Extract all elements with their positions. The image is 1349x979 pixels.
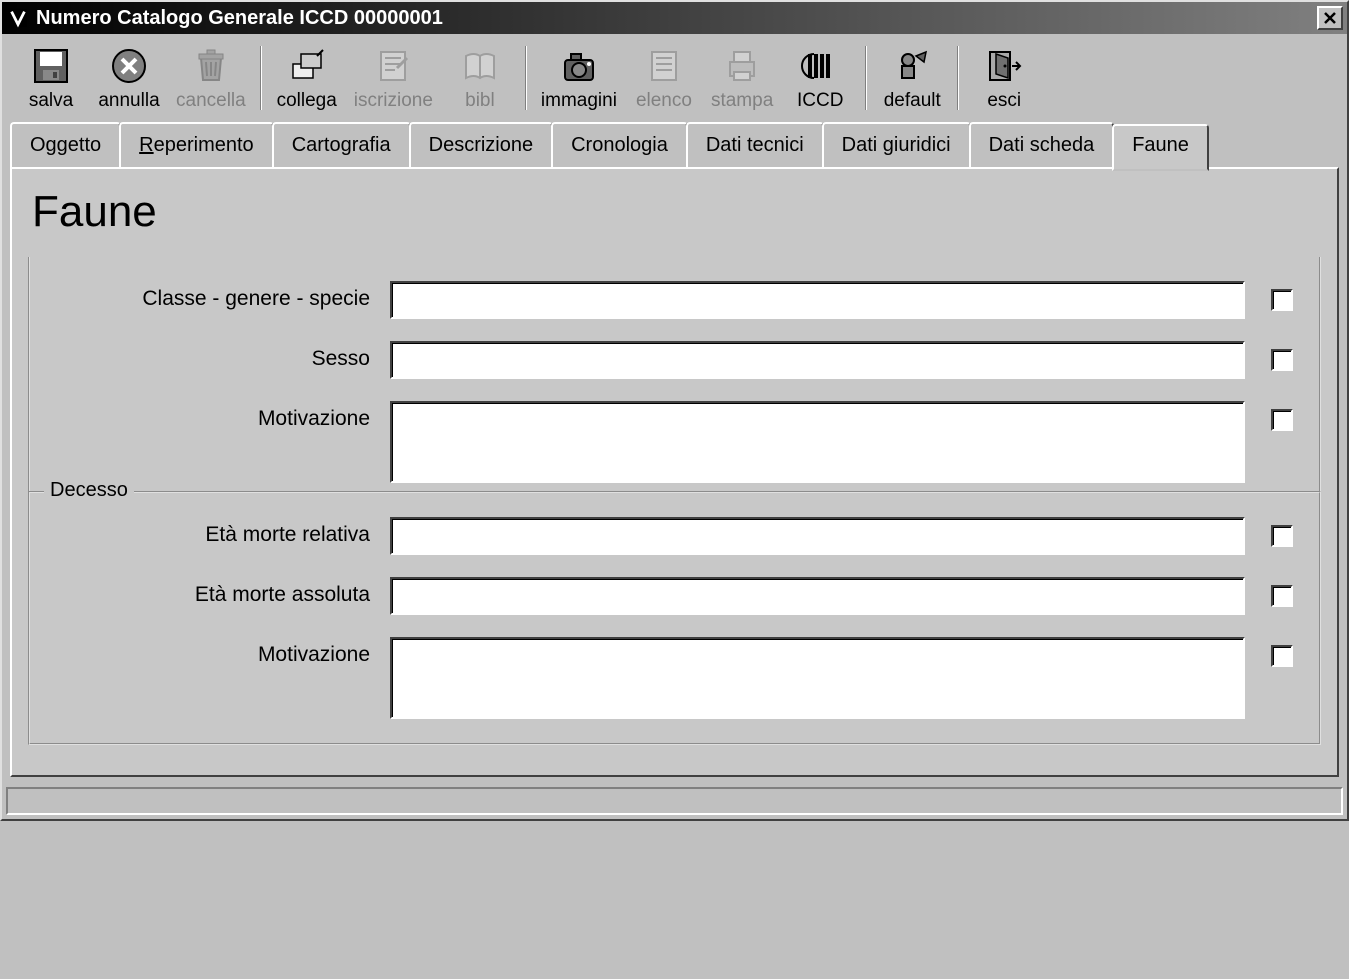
bibl-button: bibl	[441, 42, 519, 114]
tab-cartografia[interactable]: Cartografia	[272, 122, 411, 169]
book-icon	[460, 46, 500, 86]
tab-cronologia[interactable]: Cronologia	[551, 122, 688, 169]
label-eta_rel: Età morte relativa	[50, 517, 390, 547]
form-row-eta_abs: Età morte assoluta	[50, 577, 1299, 615]
form-row-motivazione2: Motivazione	[50, 637, 1299, 719]
trash-icon	[191, 46, 231, 86]
cancella-button: cancella	[168, 42, 254, 114]
toolbar-button-label: elenco	[636, 90, 692, 112]
toolbar-button-label: cancella	[176, 90, 246, 112]
camera-icon	[559, 46, 599, 86]
window-close-button[interactable]	[1317, 6, 1343, 30]
toolbar-separator	[260, 46, 262, 110]
stampa-button: stampa	[703, 42, 781, 114]
toolbar-separator	[525, 46, 527, 110]
tab-strip: OggettoReperimentoCartografiaDescrizione…	[2, 120, 1347, 169]
checkbox-eta_rel[interactable]	[1271, 525, 1293, 547]
toolbar-button-label: default	[884, 90, 941, 112]
titlebar: Numero Catalogo Generale ICCD 00000001	[2, 2, 1347, 34]
input-eta_abs[interactable]	[390, 577, 1245, 615]
esci-button[interactable]: esci	[965, 42, 1043, 114]
toolbar-separator	[957, 46, 959, 110]
tab-dati-tecnici[interactable]: Dati tecnici	[686, 122, 824, 169]
form-row-sesso: Sesso	[50, 341, 1299, 379]
iscrizione-button: iscrizione	[346, 42, 441, 114]
form-row-classe: Classe - genere - specie	[50, 281, 1299, 319]
label-classe: Classe - genere - specie	[50, 281, 390, 311]
note-icon	[373, 46, 413, 86]
label-motivazione2: Motivazione	[50, 637, 390, 667]
window-title: Numero Catalogo Generale ICCD 00000001	[36, 7, 1317, 30]
elenco-button: elenco	[625, 42, 703, 114]
save-icon	[31, 46, 71, 86]
salva-button[interactable]: salva	[12, 42, 90, 114]
form-row-motivazione: Motivazione	[50, 401, 1299, 483]
checkbox-motivazione2[interactable]	[1271, 645, 1293, 667]
input-motivazione2[interactable]	[390, 637, 1245, 719]
exit-icon	[984, 46, 1024, 86]
app-icon	[6, 6, 30, 30]
toolbar-button-label: salva	[29, 90, 73, 112]
input-sesso[interactable]	[390, 341, 1245, 379]
toolbar-button-label: stampa	[711, 90, 773, 112]
toolbar-button-label: bibl	[465, 90, 495, 112]
form-row-eta_rel: Età morte relativa	[50, 517, 1299, 555]
default-icon	[892, 46, 932, 86]
default-button[interactable]: default	[873, 42, 951, 114]
toolbar-button-label: iscrizione	[354, 90, 433, 112]
input-eta_rel[interactable]	[390, 517, 1245, 555]
link-icon	[287, 46, 327, 86]
tab-faune[interactable]: Faune	[1112, 124, 1209, 171]
collega-button[interactable]: collega	[268, 42, 346, 114]
tab-panel-faune: Faune Classe - genere - specie Sesso Motiv…	[10, 167, 1339, 777]
tab-dati-giuridici[interactable]: Dati giuridici	[822, 122, 971, 169]
cancel-icon	[109, 46, 149, 86]
fieldset-decesso: Decesso Età morte relativaEtà morte asso…	[28, 491, 1321, 745]
tab-oggetto[interactable]: Oggetto	[10, 122, 121, 169]
toolbar-button-label: esci	[987, 90, 1021, 112]
toolbar-button-label: collega	[277, 90, 337, 112]
toolbar-button-label: immagini	[541, 90, 617, 112]
toolbar-button-label: ICCD	[797, 90, 843, 112]
toolbar-separator	[865, 46, 867, 110]
annulla-button[interactable]: annulla	[90, 42, 168, 114]
ICCD-button[interactable]: ICCD	[781, 42, 859, 114]
tab-dati-scheda[interactable]: Dati scheda	[969, 122, 1115, 169]
toolbar: salva annulla cancella collega iscrizione bib…	[2, 34, 1347, 120]
fieldset-main: Classe - genere - specie Sesso Motivazione	[28, 257, 1321, 491]
checkbox-sesso[interactable]	[1271, 349, 1293, 371]
iccd-icon	[800, 46, 840, 86]
input-motivazione[interactable]	[390, 401, 1245, 483]
page-heading: Faune	[32, 187, 1321, 237]
toolbar-button-label: annulla	[98, 90, 159, 112]
checkbox-motivazione[interactable]	[1271, 409, 1293, 431]
printer-icon	[722, 46, 762, 86]
list-icon	[644, 46, 684, 86]
label-sesso: Sesso	[50, 341, 390, 371]
input-classe[interactable]	[390, 281, 1245, 319]
fieldset-legend: Decesso	[44, 479, 134, 502]
checkbox-classe[interactable]	[1271, 289, 1293, 311]
statusbar	[6, 787, 1343, 815]
tab-descrizione[interactable]: Descrizione	[409, 122, 553, 169]
tab-reperimento[interactable]: Reperimento	[119, 122, 274, 169]
label-motivazione: Motivazione	[50, 401, 390, 431]
checkbox-eta_abs[interactable]	[1271, 585, 1293, 607]
immagini-button[interactable]: immagini	[533, 42, 625, 114]
window-frame: Numero Catalogo Generale ICCD 00000001 s…	[0, 0, 1349, 821]
label-eta_abs: Età morte assoluta	[50, 577, 390, 607]
